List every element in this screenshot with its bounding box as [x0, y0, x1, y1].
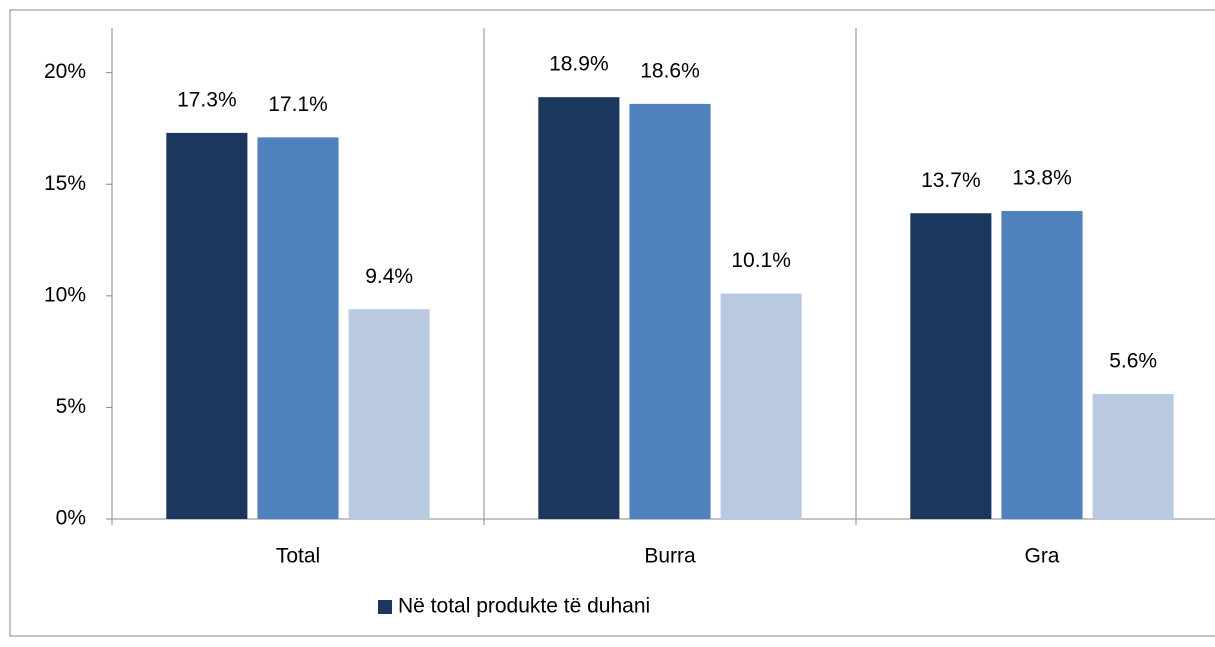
y-tick-label: 5%	[56, 395, 86, 418]
bar	[629, 103, 711, 519]
data-label: 18.9%	[549, 53, 609, 76]
bar	[538, 97, 620, 519]
data-label: 9.4%	[365, 265, 413, 288]
x-tick-label: Total	[276, 545, 320, 568]
data-label: 13.8%	[1012, 167, 1072, 190]
chart-frame	[9, 9, 1215, 637]
data-label: 5.6%	[1109, 350, 1157, 373]
data-label: 13.7%	[921, 169, 981, 192]
x-tick-label: Burra	[644, 545, 696, 568]
data-label: 17.1%	[268, 93, 328, 116]
bar	[1001, 211, 1083, 519]
bar	[348, 309, 430, 519]
y-tick-label: 15%	[44, 172, 86, 195]
y-tick-label: 10%	[44, 283, 86, 306]
bar	[257, 137, 339, 520]
x-tick-label: Gra	[1024, 545, 1059, 568]
data-label: 10.1%	[731, 249, 791, 272]
y-tick-label: 20%	[44, 60, 86, 83]
bar	[166, 132, 248, 520]
data-label: 18.6%	[640, 59, 700, 82]
y-tick-label: 0%	[56, 507, 86, 530]
data-label: 17.3%	[177, 88, 237, 111]
bar	[910, 213, 992, 519]
legend-label: Në total produkte të duhani	[398, 595, 650, 618]
bar	[1092, 394, 1174, 519]
bar	[720, 293, 802, 519]
legend-swatch	[378, 600, 392, 614]
